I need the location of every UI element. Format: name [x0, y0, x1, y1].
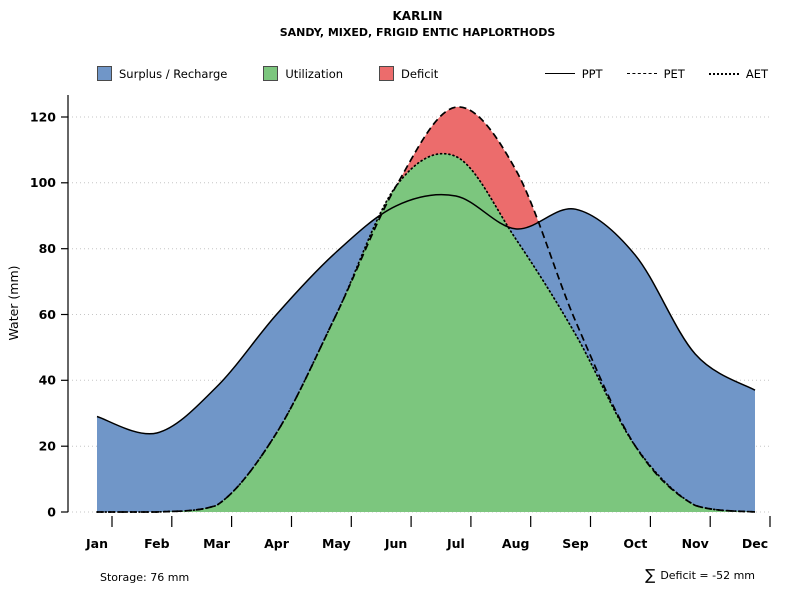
curves [96, 106, 756, 513]
storage-annotation: Storage: 76 mm [100, 571, 190, 584]
y-tick-label: 100 [30, 175, 56, 190]
ppt-line-sample-icon [544, 73, 575, 74]
x-tick-label: Jun [384, 536, 407, 551]
axes: 0 20 40 60 80 100 120 Jan Feb Mar Apr May Jun Jul Aug S… [6, 95, 771, 551]
sigma-symbol: ∑ [645, 566, 656, 584]
x-tick-label: Mar [203, 536, 231, 551]
deficit-annotation: ∑ Deficit = -52 mm [645, 568, 755, 583]
x-tick-label: Apr [264, 536, 290, 551]
y-tick-label: 80 [39, 241, 57, 256]
x-tick-label: Dec [742, 536, 768, 551]
title-block: KARLIN SANDY, MIXED, FRIGID ENTIC HAPLOR… [65, 8, 770, 41]
legend-line-group: PPT PET AET [544, 66, 768, 81]
deficit-sum-text: Deficit = -52 mm [660, 569, 755, 582]
chart-title: KARLIN [392, 9, 443, 23]
pet-label: PET [663, 66, 685, 81]
deficit-swatch [379, 66, 395, 81]
legend-item-ppt: PPT [544, 66, 603, 81]
utilization-label: Utilization [285, 66, 344, 81]
pet-line-sample-icon [626, 73, 657, 74]
legend-item-pet: PET [626, 66, 685, 81]
ppt-label: PPT [581, 66, 603, 81]
y-axis-title: Water (mm) [6, 265, 21, 340]
legend-item-deficit: Deficit [379, 66, 438, 81]
x-tick-label: Oct [623, 536, 647, 551]
x-tick-label: Aug [502, 536, 530, 551]
chart-subtitle: SANDY, MIXED, FRIGID ENTIC HAPLORTHODS [279, 26, 556, 40]
area-fills [97, 106, 755, 513]
pet-curve [96, 106, 756, 513]
y-tick-label: 0 [47, 504, 56, 519]
x-tick-label: Sep [562, 536, 588, 551]
surplus-swatch [97, 66, 112, 81]
x-tick-label: Feb [144, 536, 170, 551]
aet-label: AET [745, 66, 768, 81]
x-tick-label: May [322, 536, 351, 551]
surplus-label: Surplus / Recharge [119, 66, 228, 81]
y-tick-label: 60 [39, 307, 57, 322]
deficit-label: Deficit [401, 66, 439, 81]
utilization-swatch [263, 66, 279, 81]
legend: Surplus / Recharge Utilization Deficit P… [97, 66, 768, 81]
legend-area-group: Surplus / Recharge Utilization Deficit [97, 66, 438, 81]
legend-item-utilization: Utilization [263, 66, 343, 81]
y-tick-label: 40 [39, 373, 57, 388]
legend-item-surplus: Surplus / Recharge [97, 66, 227, 81]
x-tick-label: Nov [682, 536, 709, 551]
aet-line-sample-icon [708, 72, 739, 75]
utilization-area [97, 153, 755, 512]
x-tick-label: Jan [85, 536, 108, 551]
legend-item-aet: AET [708, 66, 768, 81]
x-tick-label: Jul [446, 536, 465, 551]
y-tick-label: 120 [30, 109, 56, 124]
y-tick-label: 20 [39, 439, 57, 454]
ppt-curve [96, 193, 756, 435]
